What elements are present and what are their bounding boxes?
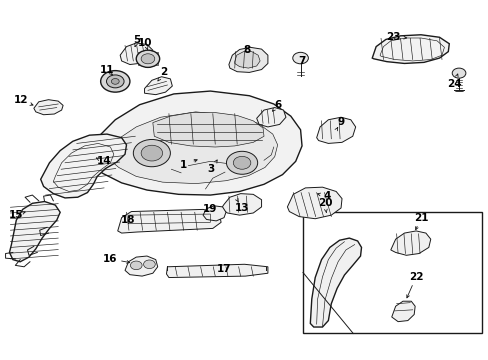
Polygon shape <box>316 117 355 143</box>
Text: 13: 13 <box>234 203 249 213</box>
Circle shape <box>106 75 124 88</box>
Text: 8: 8 <box>243 45 250 55</box>
Polygon shape <box>125 256 158 276</box>
Circle shape <box>451 68 465 78</box>
Text: 19: 19 <box>203 204 217 215</box>
Bar <box>303 212 482 333</box>
Circle shape <box>141 145 162 161</box>
Polygon shape <box>221 194 261 215</box>
Polygon shape <box>234 51 260 68</box>
Text: 14: 14 <box>97 156 111 166</box>
Circle shape <box>226 151 257 174</box>
Polygon shape <box>228 47 267 72</box>
Text: 7: 7 <box>298 56 305 66</box>
Text: 6: 6 <box>273 100 281 111</box>
Text: 20: 20 <box>317 198 331 208</box>
Circle shape <box>136 50 159 67</box>
Text: 17: 17 <box>216 264 231 274</box>
Polygon shape <box>256 108 285 127</box>
Polygon shape <box>34 100 63 115</box>
Polygon shape <box>371 35 448 63</box>
Polygon shape <box>287 187 341 219</box>
Polygon shape <box>144 77 172 95</box>
Polygon shape <box>166 264 267 278</box>
Polygon shape <box>120 43 153 64</box>
Polygon shape <box>118 210 221 233</box>
Polygon shape <box>86 91 302 195</box>
Text: 5: 5 <box>133 35 141 45</box>
Polygon shape <box>203 206 225 221</box>
Text: 9: 9 <box>337 117 344 127</box>
Text: 10: 10 <box>138 38 152 48</box>
Text: 11: 11 <box>100 64 114 75</box>
Text: 16: 16 <box>103 254 118 264</box>
Polygon shape <box>9 202 60 262</box>
Circle shape <box>292 52 308 64</box>
Text: 4: 4 <box>323 191 330 201</box>
Circle shape <box>233 156 250 169</box>
Text: 22: 22 <box>408 272 423 282</box>
Text: 2: 2 <box>160 67 167 77</box>
Polygon shape <box>390 231 430 255</box>
Text: 24: 24 <box>446 79 461 89</box>
Text: 12: 12 <box>14 95 28 105</box>
Text: 21: 21 <box>413 213 427 222</box>
Circle shape <box>143 260 155 269</box>
Text: 18: 18 <box>121 215 136 225</box>
Circle shape <box>111 78 119 84</box>
Circle shape <box>141 54 155 64</box>
Circle shape <box>133 139 170 167</box>
Polygon shape <box>110 112 277 184</box>
Polygon shape <box>310 238 361 327</box>
Polygon shape <box>153 113 264 147</box>
Polygon shape <box>391 301 414 321</box>
Polygon shape <box>41 134 126 198</box>
Text: 3: 3 <box>207 164 215 174</box>
Text: 1: 1 <box>180 160 187 170</box>
Circle shape <box>130 261 142 270</box>
Text: 23: 23 <box>386 32 400 41</box>
Text: 15: 15 <box>9 210 23 220</box>
Circle shape <box>101 71 130 92</box>
